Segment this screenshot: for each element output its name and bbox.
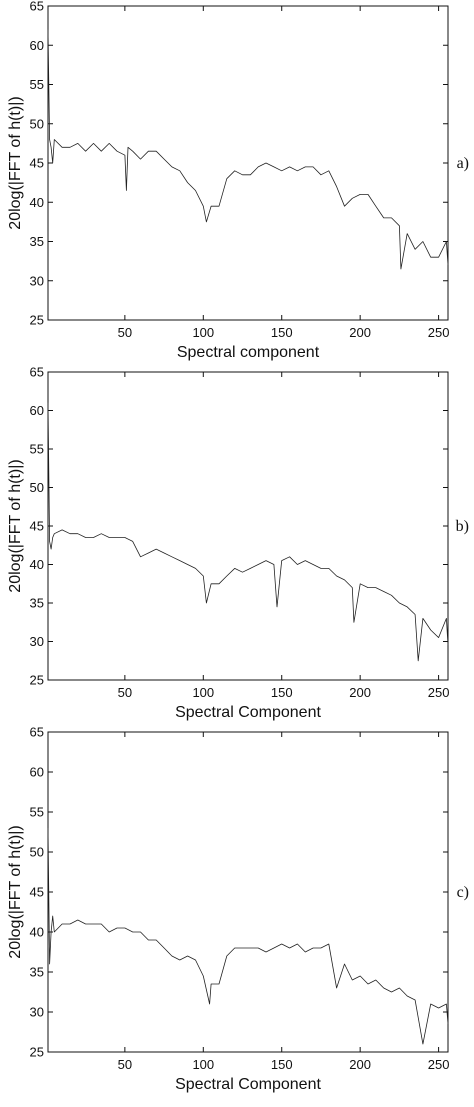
x-tick-label: 200 <box>349 325 371 340</box>
x-tick-label: 250 <box>428 325 450 340</box>
plot-frame <box>47 371 449 681</box>
panel-label: b) <box>456 518 469 535</box>
y-tick-label: 30 <box>30 634 44 649</box>
x-tick-label: 100 <box>192 685 214 700</box>
x-tick-label: 200 <box>349 1057 371 1072</box>
chart-panel-3: 25 30 35 40 45 50 55 60 65 50 100 150 200 250 Spectral… <box>7 725 469 1094</box>
y-tick-label: 50 <box>30 116 44 131</box>
y-tick-label: 50 <box>30 845 44 860</box>
y-tick-label: 30 <box>30 273 44 288</box>
y-tick-label: 35 <box>30 234 44 249</box>
x-axis-label: Spectral Component <box>175 1076 321 1093</box>
y-tick-label: 65 <box>30 725 44 740</box>
y-tick-label: 45 <box>30 519 44 534</box>
y-tick-label: 40 <box>30 925 44 940</box>
x-tick-label: 250 <box>428 1057 450 1072</box>
series-line-1 <box>47 402 449 662</box>
x-axis-label: Spectral Component <box>175 704 321 721</box>
x-axis-label: Spectral component <box>177 344 320 361</box>
y-tick-label: 55 <box>30 442 44 457</box>
y-tick-label: 65 <box>30 0 44 14</box>
x-tick-label: 150 <box>271 325 293 340</box>
y-tick-label: 25 <box>30 1045 44 1060</box>
y-tick-label: 55 <box>30 805 44 820</box>
y-axis-label: 20log(|FFT of h(t)|) <box>7 825 24 958</box>
y-tick-label: 45 <box>30 156 44 171</box>
y-tick-label: 60 <box>30 765 44 780</box>
x-tick-label: 200 <box>349 685 371 700</box>
x-tick-label: 50 <box>118 685 132 700</box>
y-axis-label: 20log(|FFT of h(t)|) <box>7 459 24 592</box>
x-tick-label: 50 <box>118 1057 132 1072</box>
y-tick-label: 25 <box>30 673 44 688</box>
plot-frame <box>47 5 449 321</box>
y-tick-label: 50 <box>30 480 44 495</box>
y-tick-label: 35 <box>30 965 44 980</box>
x-tick-label: 150 <box>271 1057 293 1072</box>
x-tick-label: 100 <box>192 1057 214 1072</box>
y-tick-label: 60 <box>30 38 44 53</box>
series-line-1 <box>47 29 449 270</box>
y-tick-label: 45 <box>30 885 44 900</box>
y-tick-label: 55 <box>30 77 44 92</box>
y-tick-label: 30 <box>30 1005 44 1020</box>
panel-label: c) <box>457 884 469 901</box>
y-axis-label: 20log(|FFT of h(t)|) <box>7 96 24 229</box>
x-tick-label: 150 <box>271 685 293 700</box>
y-tick-label: 60 <box>30 403 44 418</box>
panel-label: a) <box>457 155 469 172</box>
y-tick-label: 40 <box>30 557 44 572</box>
y-tick-label: 40 <box>30 195 44 210</box>
plot-frame <box>47 731 449 1053</box>
y-tick-label: 35 <box>30 596 44 611</box>
y-tick-label: 25 <box>30 313 44 328</box>
x-tick-label: 250 <box>428 685 450 700</box>
x-tick-label: 50 <box>118 325 132 340</box>
chart-panel-1: 25 30 35 40 45 50 55 60 65 50 100 150 200 250 Spectral… <box>7 0 469 361</box>
chart-panel-2: 25 30 35 40 45 50 55 60 65 50 100 150 200 250 Spectral… <box>7 365 469 722</box>
y-tick-label: 65 <box>30 365 44 380</box>
x-tick-label: 100 <box>192 325 214 340</box>
series-line-1 <box>47 827 449 1045</box>
